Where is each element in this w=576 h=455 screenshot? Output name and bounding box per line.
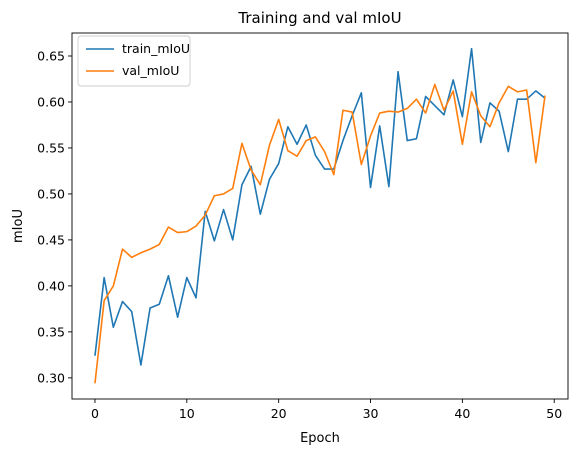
series-line-train-miou (94, 47, 546, 366)
y-tick-label: 0.40 (37, 278, 65, 293)
y-tick-label: 0.45 (37, 232, 65, 247)
y-tick-label: 0.50 (37, 186, 65, 201)
x-axis-label: Epoch (300, 431, 340, 446)
legend-label-val: val_mIoU (122, 63, 179, 78)
x-tick-label: 50 (546, 406, 562, 421)
y-tick-label: 0.55 (37, 140, 65, 155)
plot-frame (71, 32, 569, 400)
series-line-val-miou (94, 83, 546, 384)
y-axis-label: mIoU (11, 209, 26, 243)
x-tick-label: 20 (271, 406, 287, 421)
legend-label-train: train_mIoU (122, 41, 190, 56)
y-tick-label: 0.60 (37, 94, 65, 109)
x-tick-label: 0 (91, 406, 99, 421)
y-tick-label: 0.30 (37, 370, 65, 385)
x-tick-label: 10 (179, 406, 195, 421)
series-layer (94, 47, 546, 384)
x-tick-label: 40 (454, 406, 470, 421)
x-tick-label: 30 (363, 406, 379, 421)
x-axis-ticks: 0 10 20 30 40 50 (91, 399, 562, 421)
legend: train_mIoU val_mIoU (77, 35, 191, 87)
y-tick-label: 0.65 (37, 48, 65, 63)
y-axis-ticks: 0.30 0.35 0.40 0.45 0.50 0.55 0.60 0.65 (37, 48, 72, 385)
chart-title: Training and val mIoU (237, 9, 401, 27)
y-tick-label: 0.35 (37, 324, 65, 339)
